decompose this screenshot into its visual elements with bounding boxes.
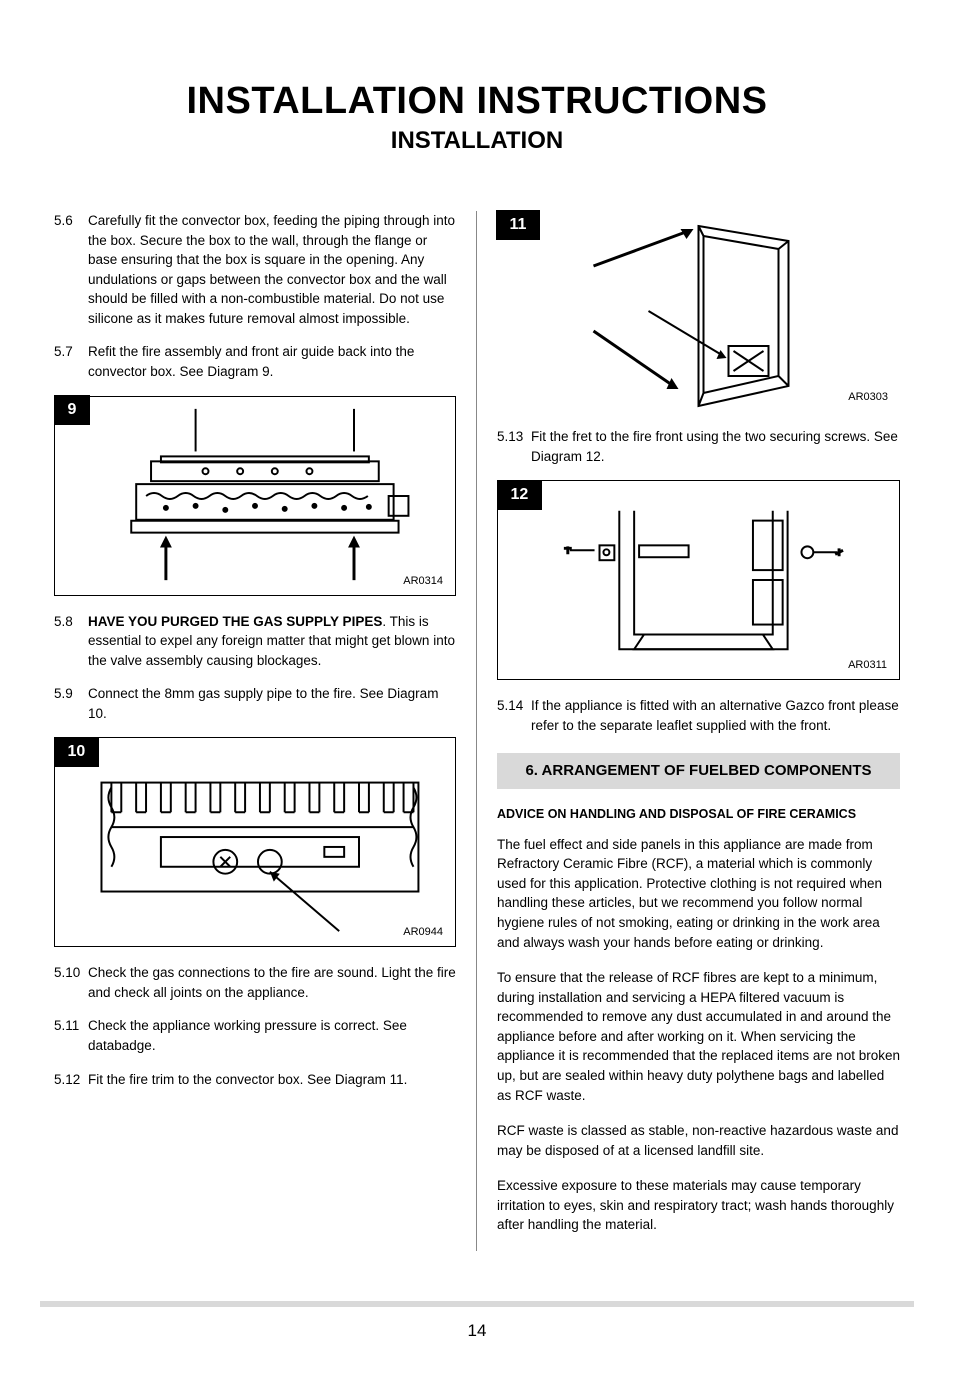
instr-text: Fit the fret to the fire front using the…: [531, 427, 900, 466]
instruction-5-10: 5.10 Check the gas connections to the fi…: [54, 963, 456, 1002]
para-1: The fuel effect and side panels in this …: [497, 835, 900, 952]
page-title-main: INSTALLATION INSTRUCTIONS: [40, 80, 914, 123]
diagram-number: 9: [54, 395, 91, 425]
instr-text: Fit the fire trim to the convector box. …: [88, 1070, 456, 1090]
right-column: 11: [477, 211, 914, 1251]
instr-num: 5.13: [497, 427, 531, 466]
diagram-10: 10: [54, 737, 456, 947]
instr-text: Carefully fit the convector box, feeding…: [88, 211, 456, 328]
instruction-5-13: 5.13 Fit the fret to the fire front usin…: [497, 427, 900, 466]
instr-text: Connect the 8mm gas supply pipe to the f…: [88, 684, 456, 723]
instr-num: 5.7: [54, 342, 88, 381]
page-number: 14: [40, 1321, 914, 1341]
instruction-5-12: 5.12 Fit the fire trim to the convector …: [54, 1070, 456, 1090]
diagram-ref: AR0314: [403, 575, 443, 587]
instr-text: If the appliance is fitted with an alter…: [531, 696, 900, 735]
instr-text: Check the gas connections to the fire ar…: [88, 963, 456, 1002]
instr-text: Check the appliance working pressure is …: [88, 1016, 456, 1055]
left-column: 5.6 Carefully fit the convector box, fee…: [40, 211, 477, 1251]
instr-text: HAVE YOU PURGED THE GAS SUPPLY PIPES. Th…: [88, 612, 456, 671]
diagram-12-svg: [498, 481, 899, 679]
diagram-number: 12: [497, 480, 543, 510]
page-title-sub: INSTALLATION: [40, 127, 914, 155]
diagram-10-svg: [55, 738, 455, 946]
diagram-ref: AR0303: [848, 391, 888, 403]
instr-num: 5.14: [497, 696, 531, 735]
instruction-5-7: 5.7 Refit the fire assembly and front ai…: [54, 342, 456, 381]
footer-rule: [40, 1301, 914, 1307]
diagram-9-svg: [55, 397, 455, 595]
diagram-11-svg: [497, 211, 900, 411]
instruction-5-8: 5.8 HAVE YOU PURGED THE GAS SUPPLY PIPES…: [54, 612, 456, 671]
para-2: To ensure that the release of RCF fibres…: [497, 968, 900, 1105]
para-4: Excessive exposure to these materials ma…: [497, 1176, 900, 1235]
diagram-9: 9: [54, 396, 456, 596]
diagram-ref: AR0944: [403, 926, 443, 938]
instruction-5-9: 5.9 Connect the 8mm gas supply pipe to t…: [54, 684, 456, 723]
instr-text: Refit the fire assembly and front air gu…: [88, 342, 456, 381]
diagram-12: 12: [497, 480, 900, 680]
instruction-5-11: 5.11 Check the appliance working pressur…: [54, 1016, 456, 1055]
para-3: RCF waste is classed as stable, non-reac…: [497, 1121, 900, 1160]
diagram-number: 10: [54, 737, 100, 767]
instr-num: 5.8: [54, 612, 88, 671]
instruction-5-6: 5.6 Carefully fit the convector box, fee…: [54, 211, 456, 328]
instr-num: 5.9: [54, 684, 88, 723]
advice-subhead: ADVICE ON HANDLING AND DISPOSAL OF FIRE …: [497, 807, 900, 821]
instr-num: 5.10: [54, 963, 88, 1002]
instr-num: 5.12: [54, 1070, 88, 1090]
instr-num: 5.11: [54, 1016, 88, 1055]
instr-bold: HAVE YOU PURGED THE GAS SUPPLY PIPES: [88, 614, 382, 629]
diagram-number: 11: [496, 210, 541, 240]
diagram-11: 11: [497, 211, 900, 411]
instr-num: 5.6: [54, 211, 88, 328]
two-column-layout: 5.6 Carefully fit the convector box, fee…: [40, 211, 914, 1251]
instruction-5-14: 5.14 If the appliance is fitted with an …: [497, 696, 900, 735]
diagram-ref: AR0311: [848, 659, 887, 671]
section-6-heading: 6. ARRANGEMENT OF FUELBED COMPONENTS: [497, 753, 900, 789]
